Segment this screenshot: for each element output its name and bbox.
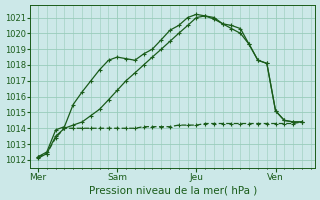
X-axis label: Pression niveau de la mer( hPa ): Pression niveau de la mer( hPa ) [89, 185, 257, 195]
